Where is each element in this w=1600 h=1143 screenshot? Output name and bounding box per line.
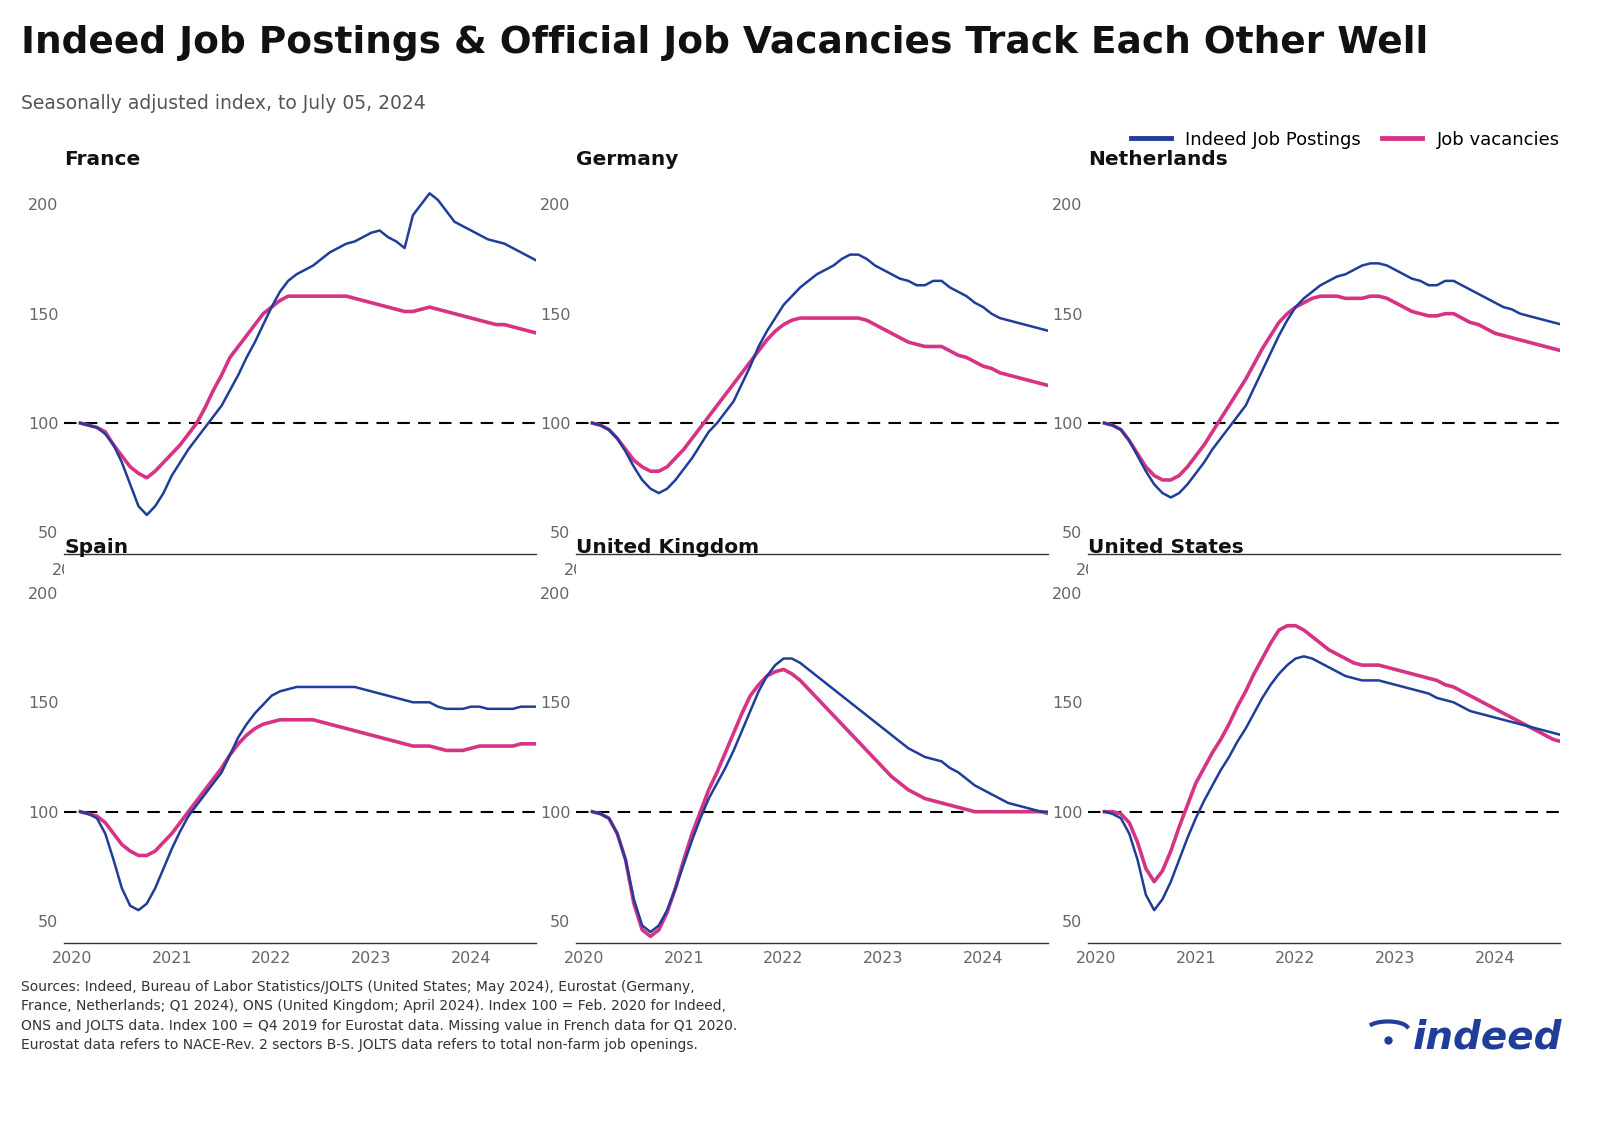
Text: Germany: Germany — [576, 150, 678, 168]
Text: Seasonally adjusted index, to July 05, 2024: Seasonally adjusted index, to July 05, 2… — [21, 94, 426, 113]
Text: United Kingdom: United Kingdom — [576, 538, 758, 557]
Text: Spain: Spain — [64, 538, 128, 557]
Text: Netherlands: Netherlands — [1088, 150, 1227, 168]
Text: France: France — [64, 150, 141, 168]
Text: indeed: indeed — [1413, 1018, 1562, 1057]
Legend: Indeed Job Postings, Job vacancies: Indeed Job Postings, Job vacancies — [1123, 123, 1566, 155]
Text: Sources: Indeed, Bureau of Labor Statistics/JOLTS (United States; May 2024), Eur: Sources: Indeed, Bureau of Labor Statist… — [21, 980, 738, 1052]
Text: United States: United States — [1088, 538, 1243, 557]
Text: Indeed Job Postings & Official Job Vacancies Track Each Other Well: Indeed Job Postings & Official Job Vacan… — [21, 25, 1429, 61]
